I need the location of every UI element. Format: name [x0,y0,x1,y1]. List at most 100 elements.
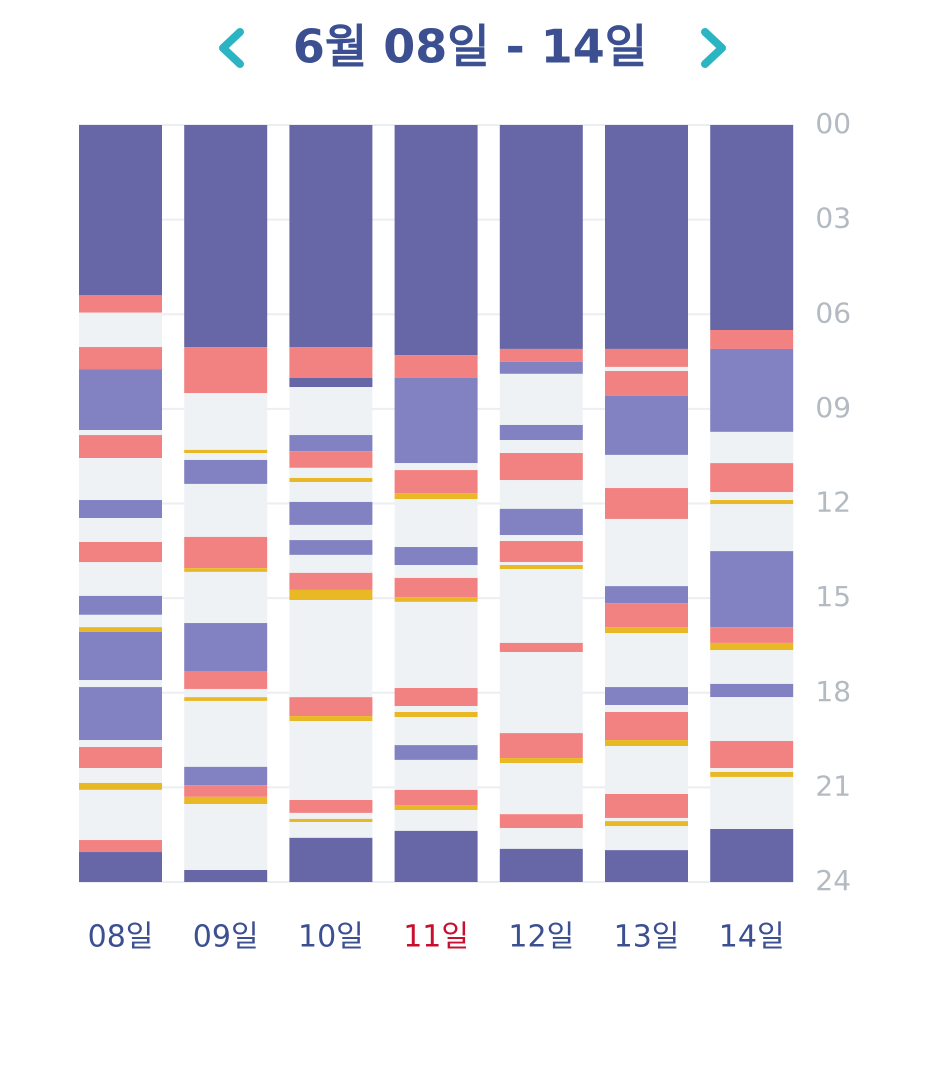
sleep-segment [289,572,373,590]
day-label: 12일 [508,920,574,955]
sleep-segment [184,670,268,689]
sleep-segment [79,458,162,501]
sleep-segment [184,785,268,797]
sleep-segment [289,435,373,452]
sleep-segment [394,688,478,706]
sleep-segment [394,745,478,760]
sleep-segment [605,746,688,794]
sleep-segment [79,852,162,882]
sleep-segment [605,705,688,712]
sleep-segment [499,361,583,374]
sleep-segment [79,347,162,370]
sleep-segment [289,554,373,573]
sleep-segment [710,741,794,769]
sleep-segment [710,627,794,643]
sleep-segment [499,848,583,882]
sleep-segment [79,687,162,741]
sleep-segment [605,850,688,882]
sleep-segment [499,541,583,563]
sleep-segment [394,355,478,378]
sleep-segment [605,603,688,628]
day-label: 10일 [298,920,364,955]
sleep-segment [605,125,688,349]
next-hit-area[interactable] [690,20,740,76]
sleep-segment [394,805,478,811]
sleep-segment [184,568,268,572]
sleep-segment [289,451,373,468]
sleep-segment [79,740,162,748]
sleep-segment [394,565,478,578]
day-column [79,125,162,882]
sleep-segment [605,395,688,455]
sleep-segment [289,697,373,717]
sleep-segment [394,717,478,746]
sleep-segment [710,330,794,349]
sleep-segment [499,565,583,570]
sleep-segment [605,371,688,396]
sleep-segment [605,633,688,688]
sleep-segment [79,430,162,436]
sleep-segment [79,840,162,853]
sleep-segment [499,562,583,566]
sleep-segment [710,500,794,505]
day-label: 08일 [88,920,154,955]
sleep-segment [289,501,373,525]
sleep-segment [394,470,478,494]
sleep-segment [605,627,688,634]
sleep-segment [289,716,373,722]
y-tick-label: 03 [815,202,851,235]
sleep-segment [79,369,162,431]
sleep-segment [289,822,373,838]
sleep-segment [289,347,373,378]
day-label: 09일 [193,920,259,955]
day-column [184,125,268,882]
sleep-segment [184,449,268,454]
sleep-segment [499,733,583,759]
sleep-segment [394,499,478,548]
sleep-segment [499,373,583,425]
sleep-segment [710,504,794,552]
sleep-segment [184,688,268,698]
y-tick-label: 00 [815,107,851,140]
prev-hit-area[interactable] [205,20,255,76]
sleep-segment [499,569,583,643]
sleep-segment [79,595,162,615]
sleep-segment [605,586,688,604]
sleep-segment [79,747,162,769]
sleep-segment [289,589,373,601]
day-column [394,125,478,882]
day-label: 11일 [403,920,469,955]
sleep-segment [289,125,373,348]
y-tick-label: 06 [815,296,851,329]
sleep-segment [499,440,583,454]
sleep-segment [79,125,162,296]
sleep-segment [710,697,794,742]
sleep-segment [79,541,162,563]
sleep-segment [710,125,794,331]
sleep-segment [289,477,373,483]
sleep-segment [394,597,478,602]
sleep-segment [605,348,688,367]
sleep-segment [184,571,268,624]
sleep-segment [499,758,583,764]
sleep-segment [605,518,688,587]
sleep-segment [184,536,268,569]
day-column [710,125,794,882]
sleep-segment [394,463,478,471]
sleep-segment [710,492,794,501]
y-tick-label: 15 [815,580,851,613]
next-week-button[interactable] [690,20,740,76]
sleep-segment [499,453,583,481]
prev-arrow[interactable] [219,28,244,68]
sleep-segment [79,627,162,632]
sleep-segment [394,705,478,712]
next-arrow[interactable] [701,28,726,68]
sleep-segment [79,518,162,542]
sleep-segment [79,562,162,596]
sleep-segment [184,697,268,701]
sleep-segment [605,711,688,741]
prev-week-button[interactable] [205,20,255,76]
sleep-segment [394,547,478,566]
sleep-segment [605,488,688,519]
